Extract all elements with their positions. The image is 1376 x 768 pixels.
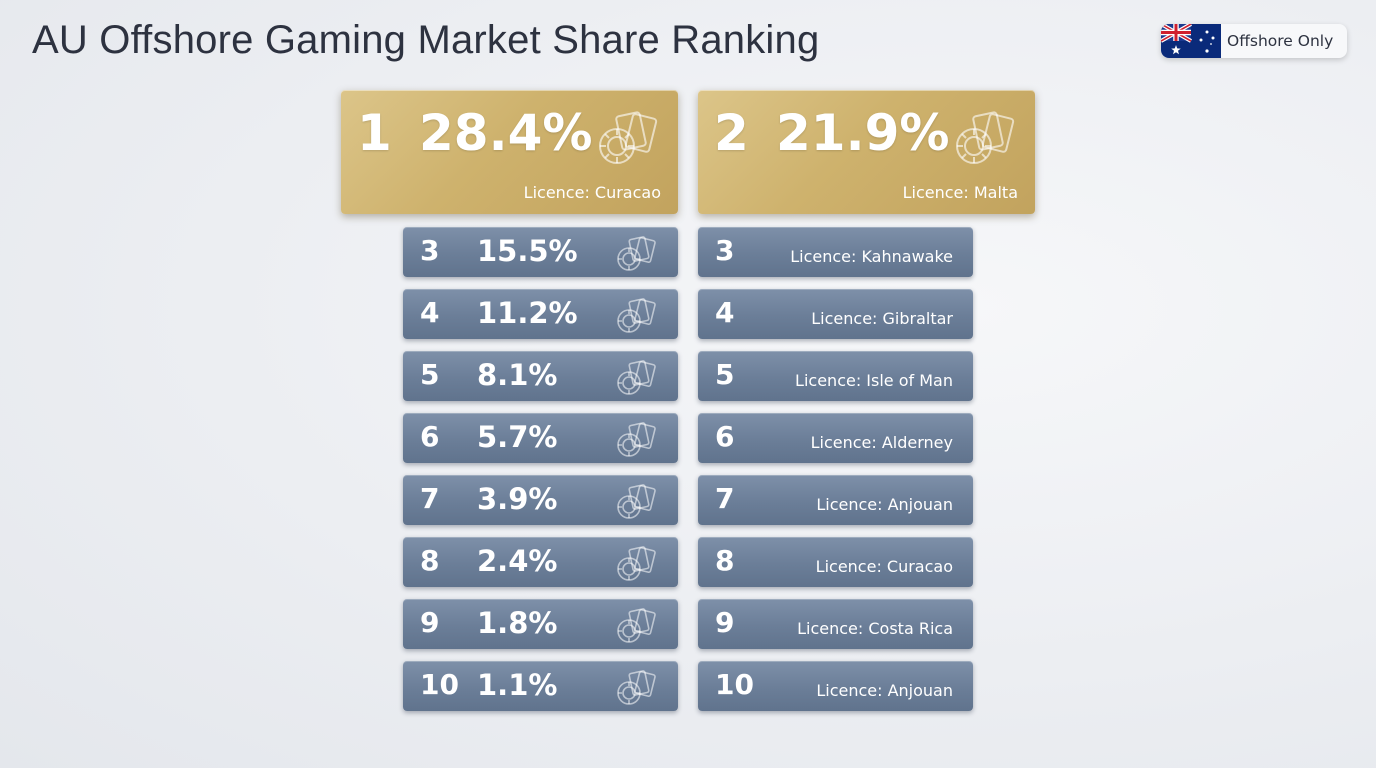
share-row: 3 15.5% — [403, 227, 678, 277]
licence-label: Licence: Costa Rica — [797, 619, 953, 638]
market-share-value: 5.7% — [477, 420, 558, 454]
casino-chip-cards-icon — [617, 546, 656, 581]
licence-label: Licence: Curacao — [815, 557, 953, 576]
casino-chip-cards-icon — [617, 298, 656, 333]
share-row: 8 2.4% — [403, 537, 678, 587]
rank-number: 4 — [715, 296, 735, 329]
casino-chip-cards-icon — [956, 111, 1015, 164]
share-row: 9 1.8% — [403, 599, 678, 649]
rank-2-share: 21.9% — [776, 104, 950, 162]
rank-number: 7 — [420, 482, 440, 515]
licence-row: 7 Licence: Anjouan — [698, 475, 973, 525]
casino-chip-cards-icon — [617, 484, 656, 519]
rank-number: 10 — [715, 668, 754, 701]
share-row: 6 5.7% — [403, 413, 678, 463]
share-row: 5 8.1% — [403, 351, 678, 401]
rank-number: 8 — [420, 544, 440, 577]
licence-row: 3 Licence: Kahnawake — [698, 227, 973, 277]
rank-number: 3 — [420, 234, 440, 267]
market-share-value: 11.2% — [477, 296, 578, 330]
market-share-value: 1.1% — [477, 668, 558, 702]
rank-1-share: 28.4% — [419, 104, 593, 162]
rank-number: 4 — [420, 296, 440, 329]
casino-chip-cards-icon — [617, 608, 656, 643]
rank-number: 8 — [715, 544, 735, 577]
share-row: 10 1.1% — [403, 661, 678, 711]
casino-chip-cards-icon — [617, 236, 656, 271]
rank-2-number: 2 — [714, 104, 749, 162]
market-share-value: 3.9% — [477, 482, 558, 516]
rank-number: 3 — [715, 234, 735, 267]
licence-row: 5 Licence: Isle of Man — [698, 351, 973, 401]
rank-number: 5 — [420, 358, 440, 391]
rank-number: 9 — [715, 606, 735, 639]
rank-1-licence: Licence: Curacao — [523, 183, 661, 202]
market-share-value: 2.4% — [477, 544, 558, 578]
rank-number: 10 — [420, 668, 459, 701]
licence-label: Licence: Alderney — [810, 433, 953, 452]
market-share-value: 8.1% — [477, 358, 558, 392]
licence-row: 8 Licence: Curacao — [698, 537, 973, 587]
rank-number: 9 — [420, 606, 440, 639]
licence-label: Licence: Kahnawake — [790, 247, 953, 266]
rank-1-number: 1 — [357, 104, 392, 162]
offshore-only-badge: Offshore Only — [1161, 24, 1347, 58]
rank-2-licence: Licence: Malta — [902, 183, 1018, 202]
casino-chip-cards-icon — [617, 422, 656, 457]
rank-number: 6 — [715, 420, 735, 453]
licence-label: Licence: Anjouan — [816, 681, 953, 700]
licence-label: Licence: Gibraltar — [811, 309, 953, 328]
market-share-value: 15.5% — [477, 234, 578, 268]
market-share-value: 1.8% — [477, 606, 558, 640]
rank-number: 7 — [715, 482, 735, 515]
licence-label: Licence: Isle of Man — [795, 371, 953, 390]
australia-flag-icon — [1161, 24, 1221, 58]
rank-1-card: 1 28.4% Licence: Curacao — [341, 90, 678, 214]
offshore-only-label: Offshore Only — [1227, 32, 1334, 50]
licence-row: 10 Licence: Anjouan — [698, 661, 973, 711]
share-row: 7 3.9% — [403, 475, 678, 525]
licence-row: 6 Licence: Alderney — [698, 413, 973, 463]
rank-number: 5 — [715, 358, 735, 391]
casino-chip-cards-icon — [617, 670, 656, 705]
share-row: 4 11.2% — [403, 289, 678, 339]
licence-row: 9 Licence: Costa Rica — [698, 599, 973, 649]
page-title: AU Offshore Gaming Market Share Ranking — [32, 18, 820, 62]
licence-row: 4 Licence: Gibraltar — [698, 289, 973, 339]
rank-number: 6 — [420, 420, 440, 453]
casino-chip-cards-icon — [617, 360, 656, 395]
rank-2-card: 2 21.9% Licence: Malta — [698, 90, 1035, 214]
casino-chip-cards-icon — [599, 111, 658, 164]
licence-label: Licence: Anjouan — [816, 495, 953, 514]
